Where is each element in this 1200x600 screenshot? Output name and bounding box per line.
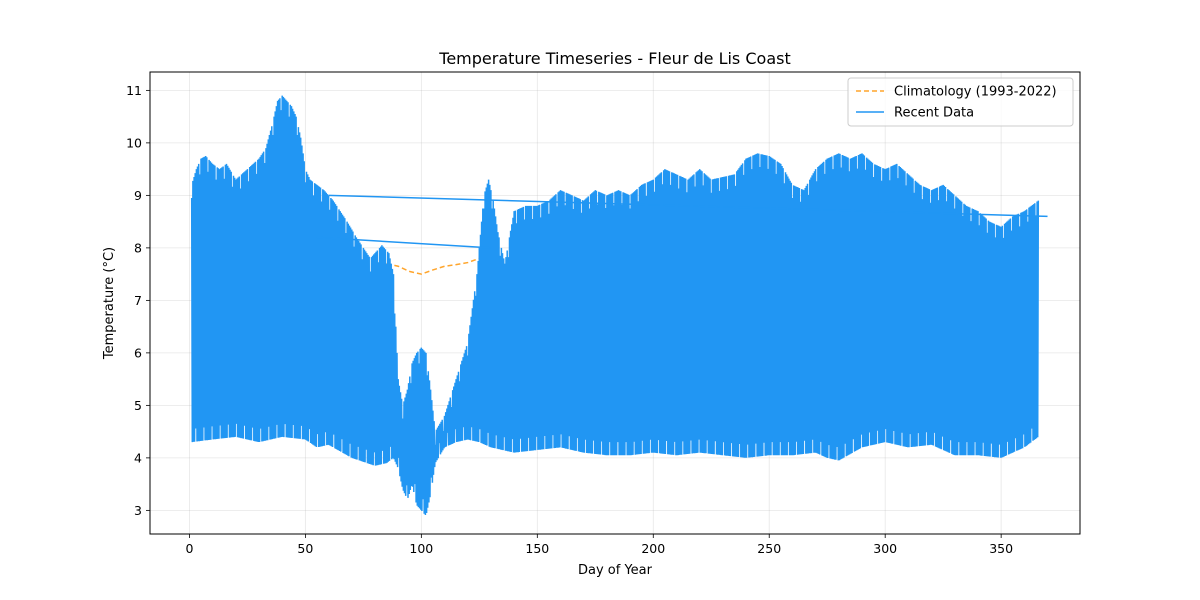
recent-data-line xyxy=(190,95,1040,516)
y-tick-label: 7 xyxy=(134,293,142,308)
legend-climatology-label: Climatology (1993-2022) xyxy=(894,85,1057,100)
y-tick-label: 6 xyxy=(134,345,142,360)
climatology-line xyxy=(386,255,487,275)
y-tick-label: 5 xyxy=(134,398,142,413)
legend: Climatology (1993-2022) Recent Data xyxy=(847,77,1074,127)
y-tick-label: 11 xyxy=(126,83,142,98)
legend-recent-label: Recent Data xyxy=(894,106,974,121)
x-tick-label: 250 xyxy=(757,541,781,556)
recent-data-connector xyxy=(316,236,491,249)
y-tick-label: 8 xyxy=(134,240,142,255)
y-tick-label: 4 xyxy=(134,450,142,465)
x-tick-label: 200 xyxy=(641,541,665,556)
x-tick-label: 350 xyxy=(989,541,1013,556)
x-tick-label: 100 xyxy=(409,541,433,556)
plot-frame xyxy=(149,71,1081,535)
chart-title: Temperature Timeseries - Fleur de Lis Co… xyxy=(438,49,790,68)
plot-data xyxy=(190,95,1048,516)
axes-ticks: 0 50 100 150 200 250 300 350 3 4 5 6 7 8 9 10 11 xyxy=(126,83,1013,556)
y-tick-label: 9 xyxy=(134,188,142,203)
x-axis-title: Day of Year xyxy=(578,563,653,578)
x-tick-label: 50 xyxy=(297,541,313,556)
y-tick-label: 3 xyxy=(134,503,142,518)
x-tick-label: 0 xyxy=(185,541,193,556)
recent-data-connector xyxy=(328,194,1048,218)
x-tick-label: 150 xyxy=(525,541,549,556)
legend-box xyxy=(847,77,1074,127)
y-tick-label: 10 xyxy=(126,135,142,150)
y-axis-title: Temperature (°C) xyxy=(102,247,117,360)
x-tick-label: 300 xyxy=(873,541,897,556)
